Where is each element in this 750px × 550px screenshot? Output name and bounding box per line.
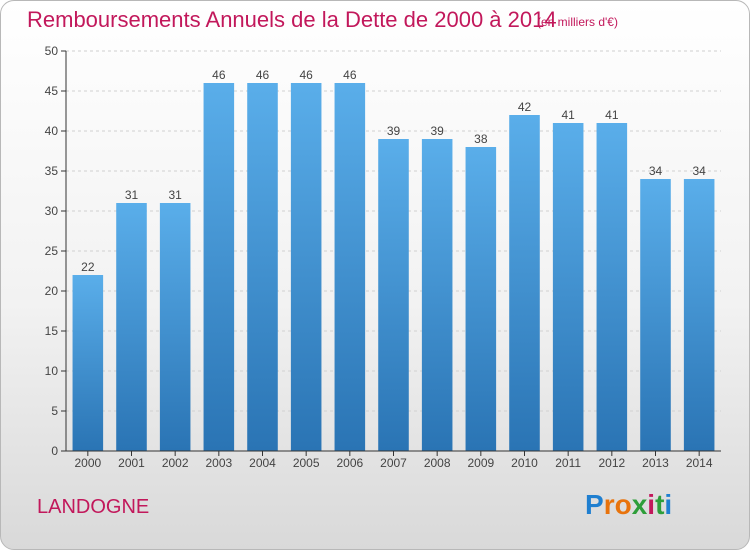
bar-2010: [509, 115, 540, 451]
place-name: LANDOGNE: [37, 496, 150, 518]
y-tick-label: 25: [45, 244, 59, 258]
y-axis-ticks: 0 5 10 15 20 25 30 35 40 45 50: [45, 44, 66, 458]
proxiti-logo[interactable]: Proxiti: [585, 489, 672, 521]
bar-2008: [421, 139, 453, 451]
data-label: 41: [561, 108, 575, 122]
logo-letter: o: [614, 489, 632, 520]
bar-2003: [203, 83, 235, 451]
x-tick-label: 2004: [249, 456, 276, 470]
data-labels: 22 31 31 46 46 46 46 39 39 38 42 41 41 34 34: [81, 68, 706, 274]
y-tick-label: 15: [45, 324, 59, 338]
y-tick-label: 35: [45, 164, 59, 178]
data-label: 38: [474, 132, 488, 146]
x-tick-label: 2011: [555, 456, 581, 470]
x-tick-label: 2010: [511, 456, 538, 470]
bar-2014: [683, 179, 715, 451]
data-label: 39: [430, 124, 444, 138]
y-tick-label: 30: [45, 204, 59, 218]
data-label: 42: [518, 100, 532, 114]
data-label: 46: [256, 68, 270, 82]
x-tick-label: 2013: [642, 456, 669, 470]
data-label: 34: [692, 164, 706, 178]
x-tick-label: 2007: [380, 456, 407, 470]
y-tick-label: 40: [45, 124, 59, 138]
data-label: 46: [212, 68, 226, 82]
x-tick-label: 2003: [205, 456, 232, 470]
x-axis-ticks: 2000 2001 2002 2003 2004 2005 2006 2007 2008 2009…: [74, 451, 713, 470]
logo-letter: P: [585, 489, 604, 520]
bar-2005: [290, 83, 322, 451]
y-tick-label: 0: [51, 444, 58, 458]
y-tick-label: 10: [45, 364, 59, 378]
x-tick-label: 2012: [598, 456, 625, 470]
x-tick-label: 2000: [74, 456, 101, 470]
data-label: 31: [125, 188, 139, 202]
logo-letter: r: [603, 489, 615, 520]
bar-2000: [72, 275, 104, 451]
data-label: 41: [605, 108, 619, 122]
y-tick-label: 5: [51, 404, 58, 418]
x-tick-label: 2008: [424, 456, 451, 470]
chart-title: Remboursements Annuels de la Dette de 20…: [27, 7, 557, 32]
logo-letter: x: [631, 489, 648, 520]
bar-2013: [640, 179, 671, 451]
data-label: 34: [649, 164, 663, 178]
y-tick-label: 50: [45, 44, 59, 58]
bar-2011: [552, 123, 584, 451]
logo-letter: i: [664, 489, 673, 520]
chart-unit: (en milliers d'€): [537, 15, 618, 29]
y-tick-label: 20: [45, 284, 59, 298]
x-tick-label: 2014: [686, 456, 713, 470]
bar-2012: [596, 123, 628, 451]
data-label: 46: [299, 68, 313, 82]
bar-2004: [247, 83, 278, 451]
bar-2009: [465, 147, 497, 451]
x-tick-label: 2005: [293, 456, 320, 470]
x-tick-label: 2006: [336, 456, 363, 470]
bar-2006: [334, 83, 366, 451]
bar-2001: [116, 203, 147, 451]
bar-2002: [159, 203, 191, 451]
x-tick-label: 2009: [467, 456, 494, 470]
x-tick-label: 2002: [162, 456, 189, 470]
bar-2007: [378, 139, 409, 451]
data-label: 39: [387, 124, 401, 138]
data-label: 31: [168, 188, 182, 202]
bars: [72, 83, 715, 451]
logo-letter: i: [647, 489, 656, 520]
x-tick-label: 2001: [118, 456, 145, 470]
logo-letter: t: [655, 489, 665, 520]
data-label: 46: [343, 68, 357, 82]
y-tick-label: 45: [45, 84, 59, 98]
data-label: 22: [81, 260, 95, 274]
